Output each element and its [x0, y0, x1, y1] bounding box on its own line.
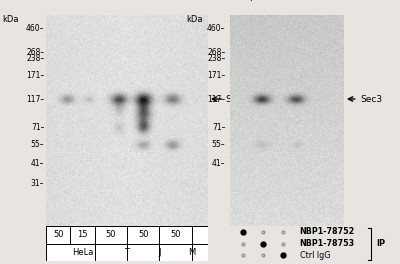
- Text: kDa: kDa: [2, 15, 19, 23]
- Text: 171–: 171–: [26, 71, 44, 80]
- Text: T: T: [124, 248, 130, 257]
- Text: 41–: 41–: [31, 159, 44, 168]
- Text: B. IP/WB: B. IP/WB: [229, 0, 270, 2]
- Text: 50: 50: [138, 230, 148, 239]
- Text: 117–: 117–: [26, 95, 44, 103]
- Text: M: M: [188, 248, 196, 257]
- Text: 460–: 460–: [207, 24, 226, 33]
- Text: 268–: 268–: [207, 48, 226, 57]
- Text: Ctrl IgG: Ctrl IgG: [300, 251, 330, 260]
- Text: 50: 50: [170, 230, 181, 239]
- Text: 55–: 55–: [212, 140, 226, 149]
- Text: A. WB: A. WB: [44, 0, 73, 2]
- Text: Sec3: Sec3: [226, 95, 248, 103]
- Text: 117–: 117–: [207, 95, 226, 103]
- Text: 71–: 71–: [31, 123, 44, 132]
- Text: J: J: [158, 248, 161, 257]
- Text: 171–: 171–: [207, 71, 226, 80]
- Text: IP: IP: [376, 239, 385, 248]
- Text: 238–: 238–: [207, 54, 226, 63]
- Text: 41–: 41–: [212, 159, 226, 168]
- Text: 238–: 238–: [26, 54, 44, 63]
- Text: 15: 15: [77, 230, 88, 239]
- Text: kDa: kDa: [187, 15, 203, 23]
- Text: 50: 50: [53, 230, 63, 239]
- Text: NBP1-78752: NBP1-78752: [300, 227, 355, 236]
- Text: Sec3: Sec3: [360, 95, 382, 103]
- Text: 31–: 31–: [31, 179, 44, 188]
- Text: 55–: 55–: [31, 140, 44, 149]
- Text: HeLa: HeLa: [72, 248, 93, 257]
- Text: NBP1-78753: NBP1-78753: [300, 239, 355, 248]
- Text: 268–: 268–: [26, 48, 44, 57]
- Text: 50: 50: [106, 230, 116, 239]
- Text: 71–: 71–: [212, 123, 226, 132]
- Text: 460–: 460–: [26, 24, 44, 33]
